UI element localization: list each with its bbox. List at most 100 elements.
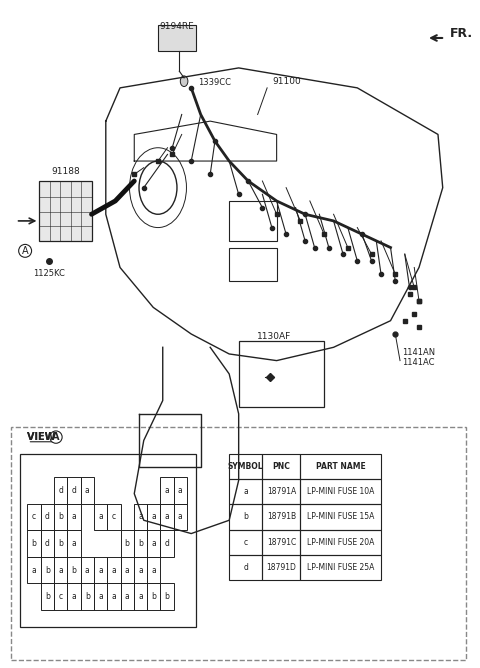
Bar bbox=[67, 504, 81, 530]
Bar bbox=[11, 427, 467, 660]
Text: d: d bbox=[72, 486, 76, 495]
Text: b: b bbox=[85, 593, 90, 601]
Text: FR.: FR. bbox=[450, 27, 473, 40]
Bar bbox=[20, 454, 196, 627]
Text: 1141AC: 1141AC bbox=[402, 358, 435, 367]
Bar bbox=[160, 583, 174, 610]
Text: LP-MINI FUSE 25A: LP-MINI FUSE 25A bbox=[307, 563, 374, 572]
Bar bbox=[27, 504, 41, 530]
Text: 18791B: 18791B bbox=[267, 512, 296, 522]
Bar bbox=[300, 504, 381, 530]
Text: c: c bbox=[32, 512, 36, 522]
Text: d: d bbox=[165, 539, 169, 548]
Text: a: a bbox=[165, 486, 169, 495]
Text: a: a bbox=[72, 512, 76, 522]
Bar bbox=[174, 477, 187, 504]
Bar bbox=[300, 530, 381, 555]
Text: A: A bbox=[22, 246, 28, 256]
Text: a: a bbox=[178, 486, 183, 495]
Text: 18791D: 18791D bbox=[266, 563, 296, 572]
Bar bbox=[54, 583, 67, 610]
Bar bbox=[41, 504, 54, 530]
Bar bbox=[67, 530, 81, 557]
Bar bbox=[263, 530, 300, 555]
Text: d: d bbox=[58, 486, 63, 495]
Bar bbox=[27, 557, 41, 583]
Text: a: a bbox=[138, 566, 143, 574]
Text: a: a bbox=[98, 593, 103, 601]
Bar bbox=[229, 504, 263, 530]
Text: LP-MINI FUSE 10A: LP-MINI FUSE 10A bbox=[307, 487, 374, 496]
Bar bbox=[94, 583, 107, 610]
Bar bbox=[94, 557, 107, 583]
Bar bbox=[120, 530, 134, 557]
Text: 18791C: 18791C bbox=[267, 538, 296, 546]
Text: a: a bbox=[111, 593, 116, 601]
Bar bbox=[54, 477, 67, 504]
Text: 1339CC: 1339CC bbox=[198, 78, 231, 87]
Text: a: a bbox=[125, 593, 130, 601]
Text: 1125KC: 1125KC bbox=[33, 269, 65, 278]
Text: b: b bbox=[58, 512, 63, 522]
Bar bbox=[263, 555, 300, 580]
Text: d: d bbox=[243, 563, 248, 572]
Text: a: a bbox=[85, 486, 90, 495]
Bar bbox=[54, 504, 67, 530]
Bar bbox=[67, 583, 81, 610]
Bar bbox=[134, 504, 147, 530]
Text: a: a bbox=[165, 512, 169, 522]
Text: c: c bbox=[244, 538, 248, 546]
Text: PNC: PNC bbox=[273, 462, 290, 471]
Text: d: d bbox=[45, 512, 50, 522]
Bar bbox=[54, 557, 67, 583]
Bar bbox=[147, 583, 160, 610]
Text: a: a bbox=[85, 566, 90, 574]
Bar bbox=[147, 557, 160, 583]
Text: a: a bbox=[32, 566, 36, 574]
Text: A: A bbox=[52, 432, 60, 442]
Text: b: b bbox=[45, 593, 50, 601]
Bar bbox=[120, 583, 134, 610]
Text: a: a bbox=[59, 566, 63, 574]
Bar bbox=[147, 530, 160, 557]
Bar bbox=[263, 504, 300, 530]
Text: a: a bbox=[178, 512, 183, 522]
Bar bbox=[229, 555, 263, 580]
Bar bbox=[300, 555, 381, 580]
Text: VIEW: VIEW bbox=[27, 432, 59, 442]
Bar bbox=[263, 479, 300, 504]
Bar bbox=[39, 181, 92, 241]
Bar bbox=[81, 557, 94, 583]
Bar bbox=[229, 479, 263, 504]
Text: PART NAME: PART NAME bbox=[316, 462, 366, 471]
Text: LP-MINI FUSE 15A: LP-MINI FUSE 15A bbox=[307, 512, 374, 522]
Bar bbox=[41, 557, 54, 583]
Bar bbox=[160, 504, 174, 530]
Text: a: a bbox=[151, 566, 156, 574]
Bar bbox=[174, 504, 187, 530]
Bar bbox=[239, 341, 324, 407]
Text: b: b bbox=[125, 539, 130, 548]
Text: a: a bbox=[125, 566, 130, 574]
Bar bbox=[120, 557, 134, 583]
Bar bbox=[229, 454, 263, 479]
Text: b: b bbox=[58, 539, 63, 548]
Bar bbox=[81, 477, 94, 504]
Text: c: c bbox=[59, 593, 63, 601]
Bar bbox=[160, 477, 174, 504]
Bar bbox=[107, 557, 120, 583]
Bar bbox=[134, 557, 147, 583]
Text: a: a bbox=[72, 539, 76, 548]
Bar bbox=[81, 583, 94, 610]
Text: a: a bbox=[72, 593, 76, 601]
Bar bbox=[229, 248, 276, 281]
Bar bbox=[229, 530, 263, 555]
Bar bbox=[67, 557, 81, 583]
Text: b: b bbox=[32, 539, 36, 548]
Bar bbox=[147, 504, 160, 530]
Circle shape bbox=[180, 76, 188, 87]
Bar bbox=[67, 477, 81, 504]
Text: a: a bbox=[151, 512, 156, 522]
Text: b: b bbox=[72, 566, 76, 574]
Text: b: b bbox=[138, 539, 143, 548]
